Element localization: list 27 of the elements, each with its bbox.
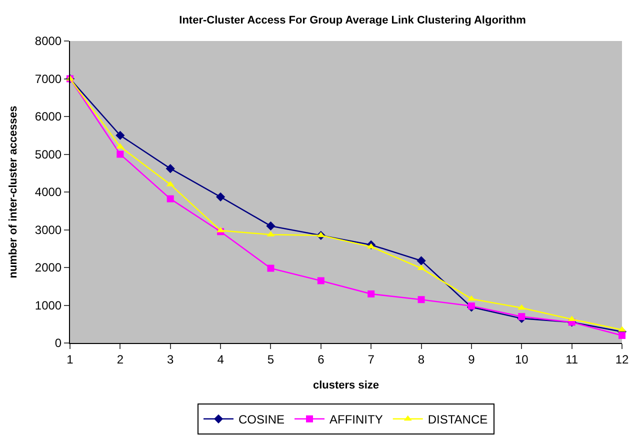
x-tick-label: 11: [566, 352, 578, 366]
legend-label: DISTANCE: [428, 412, 488, 427]
y-tick-label: 1000: [34, 298, 62, 312]
y-axis-title: number of inter-cluster accesses: [8, 106, 20, 278]
chart-title: Inter-Cluster Access For Group Average Link Clustering Algorithm: [179, 14, 526, 26]
x-tick-label: 6: [318, 352, 325, 366]
x-tick-label: 5: [267, 352, 274, 366]
legend-label: AFFINITY: [330, 412, 383, 427]
y-tick-label: 4000: [34, 185, 62, 200]
x-tick-label: 7: [368, 352, 375, 366]
x-tick-label: 8: [418, 352, 425, 366]
x-tick-label: 4: [217, 352, 224, 366]
x-tick-label: 9: [468, 352, 476, 366]
y-tick-label: 3000: [34, 222, 62, 237]
x-axis-title: clusters size: [312, 380, 380, 392]
y-tick-label: 2000: [34, 260, 62, 275]
y-tick-label: 0: [54, 336, 62, 350]
x-tick-label: 12: [615, 352, 629, 366]
y-tick-label: 5000: [34, 147, 62, 162]
x-tick-label: 2: [116, 352, 124, 366]
y-tick-label: 6000: [34, 110, 62, 124]
x-tick-label: 10: [514, 352, 529, 366]
x-tick-label: 1: [66, 352, 74, 366]
y-tick-label: 7000: [34, 72, 62, 86]
x-tick-label: 3: [167, 352, 174, 366]
legend-label: COSINE: [238, 412, 285, 427]
y-tick-label: 8000: [34, 34, 62, 48]
